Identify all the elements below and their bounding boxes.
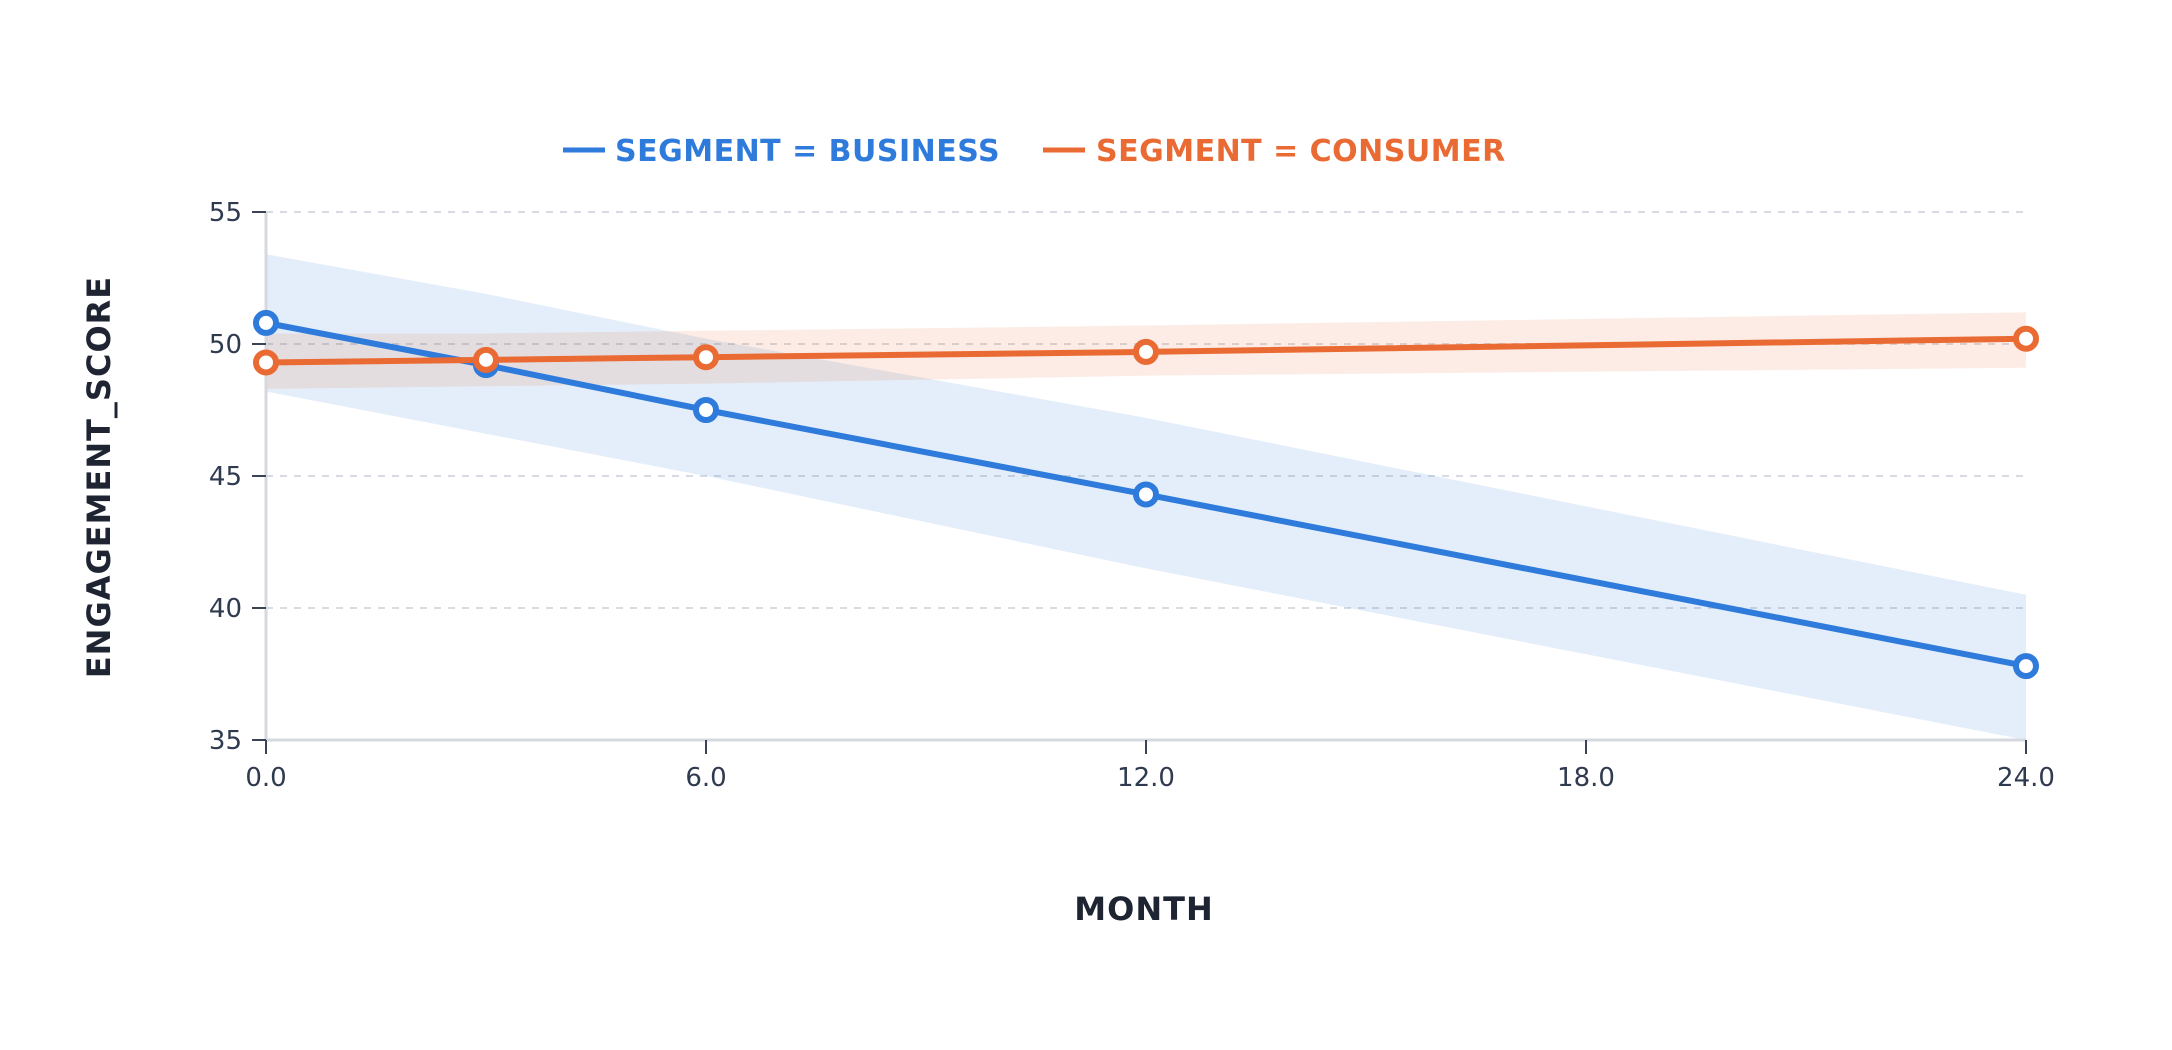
legend: SEGMENT = BUSINESS SEGMENT = CONSUMER xyxy=(563,134,1506,169)
x-tick-label: 12.0 xyxy=(1117,763,1175,793)
data-point-1 xyxy=(1133,338,1159,365)
axes xyxy=(252,211,2027,754)
data-point-1 xyxy=(473,346,499,373)
tick-labels: 35 40 45 50 55 0.0 6.0 12.0 18.0 24.0 xyxy=(209,198,2055,793)
x-tick-label: 18.0 xyxy=(1557,763,1615,793)
data-point-0 xyxy=(1133,481,1159,508)
data-point-0 xyxy=(253,309,279,336)
data-point-1 xyxy=(253,349,279,376)
legend-label-0: SEGMENT = BUSINESS xyxy=(615,134,1000,169)
legend-label-1: SEGMENT = CONSUMER xyxy=(1096,134,1506,169)
y-axis-title: ENGAGEMENT_SCORE xyxy=(80,276,118,678)
y-tick-label: 35 xyxy=(209,726,242,756)
data-point-0 xyxy=(2013,653,2039,680)
data-point-1 xyxy=(693,344,719,371)
y-tick-label: 45 xyxy=(209,462,242,492)
series-markers xyxy=(253,309,2039,680)
x-tick-label: 0.0 xyxy=(245,763,286,793)
y-tick-label: 40 xyxy=(209,594,242,624)
y-tick-label: 50 xyxy=(209,330,242,360)
data-point-1 xyxy=(2013,325,2039,352)
x-tick-label: 24.0 xyxy=(1997,763,2055,793)
y-tick-label: 55 xyxy=(209,198,242,228)
data-point-0 xyxy=(693,397,719,423)
x-axis-title: MONTH xyxy=(1074,890,1213,928)
x-tick-label: 6.0 xyxy=(685,763,726,793)
